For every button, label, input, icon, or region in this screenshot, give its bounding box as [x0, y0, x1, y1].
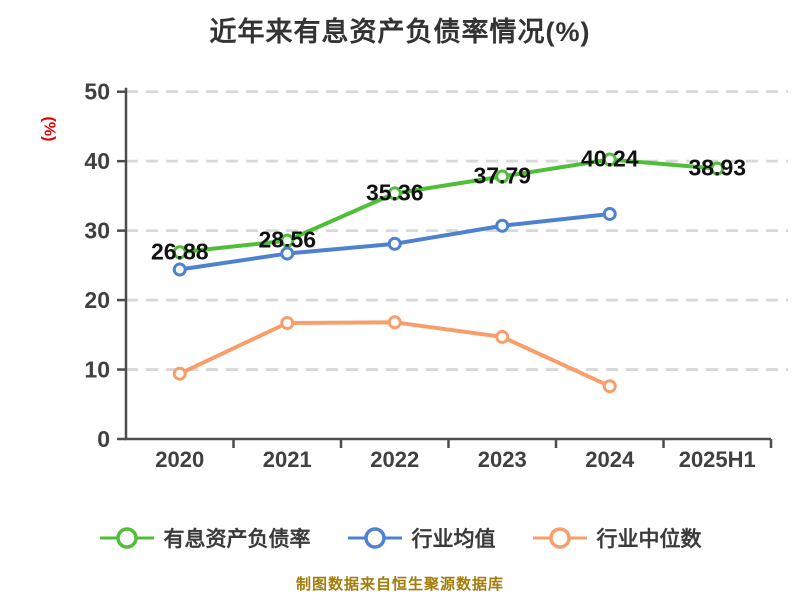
data-point [387, 236, 402, 251]
legend-label: 行业均值 [411, 528, 496, 551]
data-label: 38.93 [688, 155, 746, 181]
data-point [387, 315, 402, 330]
legend-label: 行业中位数 [596, 528, 702, 551]
data-point [280, 316, 295, 331]
legend-marker-icon [99, 527, 154, 549]
x-axis-tick-label: 2024 [585, 447, 635, 472]
legend-marker-icon [532, 527, 587, 549]
legend-item-series-2: 行业中位数 [532, 523, 702, 553]
data-point [495, 218, 510, 233]
data-point [280, 246, 295, 261]
data-point [495, 169, 510, 184]
legend-item-series-1: 行业均值 [347, 523, 496, 553]
legend: 有息资产负债率 行业均值 行业中位数 [0, 514, 800, 562]
data-label: 37.79 [473, 163, 531, 189]
data-point [387, 186, 402, 201]
data-label: 40.24 [581, 145, 639, 171]
legend-item-series-0: 有息资产负债率 [99, 523, 311, 553]
y-axis-tick-label: 40 [84, 148, 110, 174]
data-label: 26.88 [151, 238, 209, 264]
data-point [280, 233, 295, 248]
data-point [495, 329, 510, 344]
legend-label: 有息资产负债率 [163, 528, 311, 551]
y-axis-tick-label: 10 [84, 357, 110, 383]
chart-title: 近年来有息资产负债率情况(%) [209, 17, 591, 47]
x-axis-tick-label: 2023 [478, 447, 527, 472]
x-axis-tick-label: 2025H1 [679, 447, 756, 472]
y-axis-tick-label: 30 [84, 218, 110, 244]
data-point [172, 366, 187, 381]
plot-area: 0 10 20 30 40 50 2020 2021 2022 2023 2024 2025H1 26.… [84, 79, 788, 472]
data-point [602, 379, 617, 394]
legend-marker-icon [347, 527, 402, 549]
x-axis-tick-label: 2020 [155, 447, 204, 472]
data-point [710, 161, 725, 176]
x-axis-tick-label: 2022 [370, 447, 419, 472]
y-axis-tick-label: 20 [84, 287, 110, 313]
data-point [602, 206, 617, 221]
y-axis-tick-label: 50 [84, 79, 110, 105]
data-source-note: 制图数据来自恒生聚源数据库 [295, 576, 504, 593]
series-line-2 [177, 320, 612, 389]
data-point [172, 245, 187, 260]
data-point [172, 262, 187, 277]
y-axis-unit-label: (%) [40, 116, 58, 142]
data-label: 35.36 [366, 179, 424, 205]
data-point [602, 152, 617, 167]
x-axis-tick-label: 2021 [263, 447, 312, 472]
y-axis-tick-label: 0 [97, 426, 110, 452]
series-line-0 [177, 157, 720, 255]
